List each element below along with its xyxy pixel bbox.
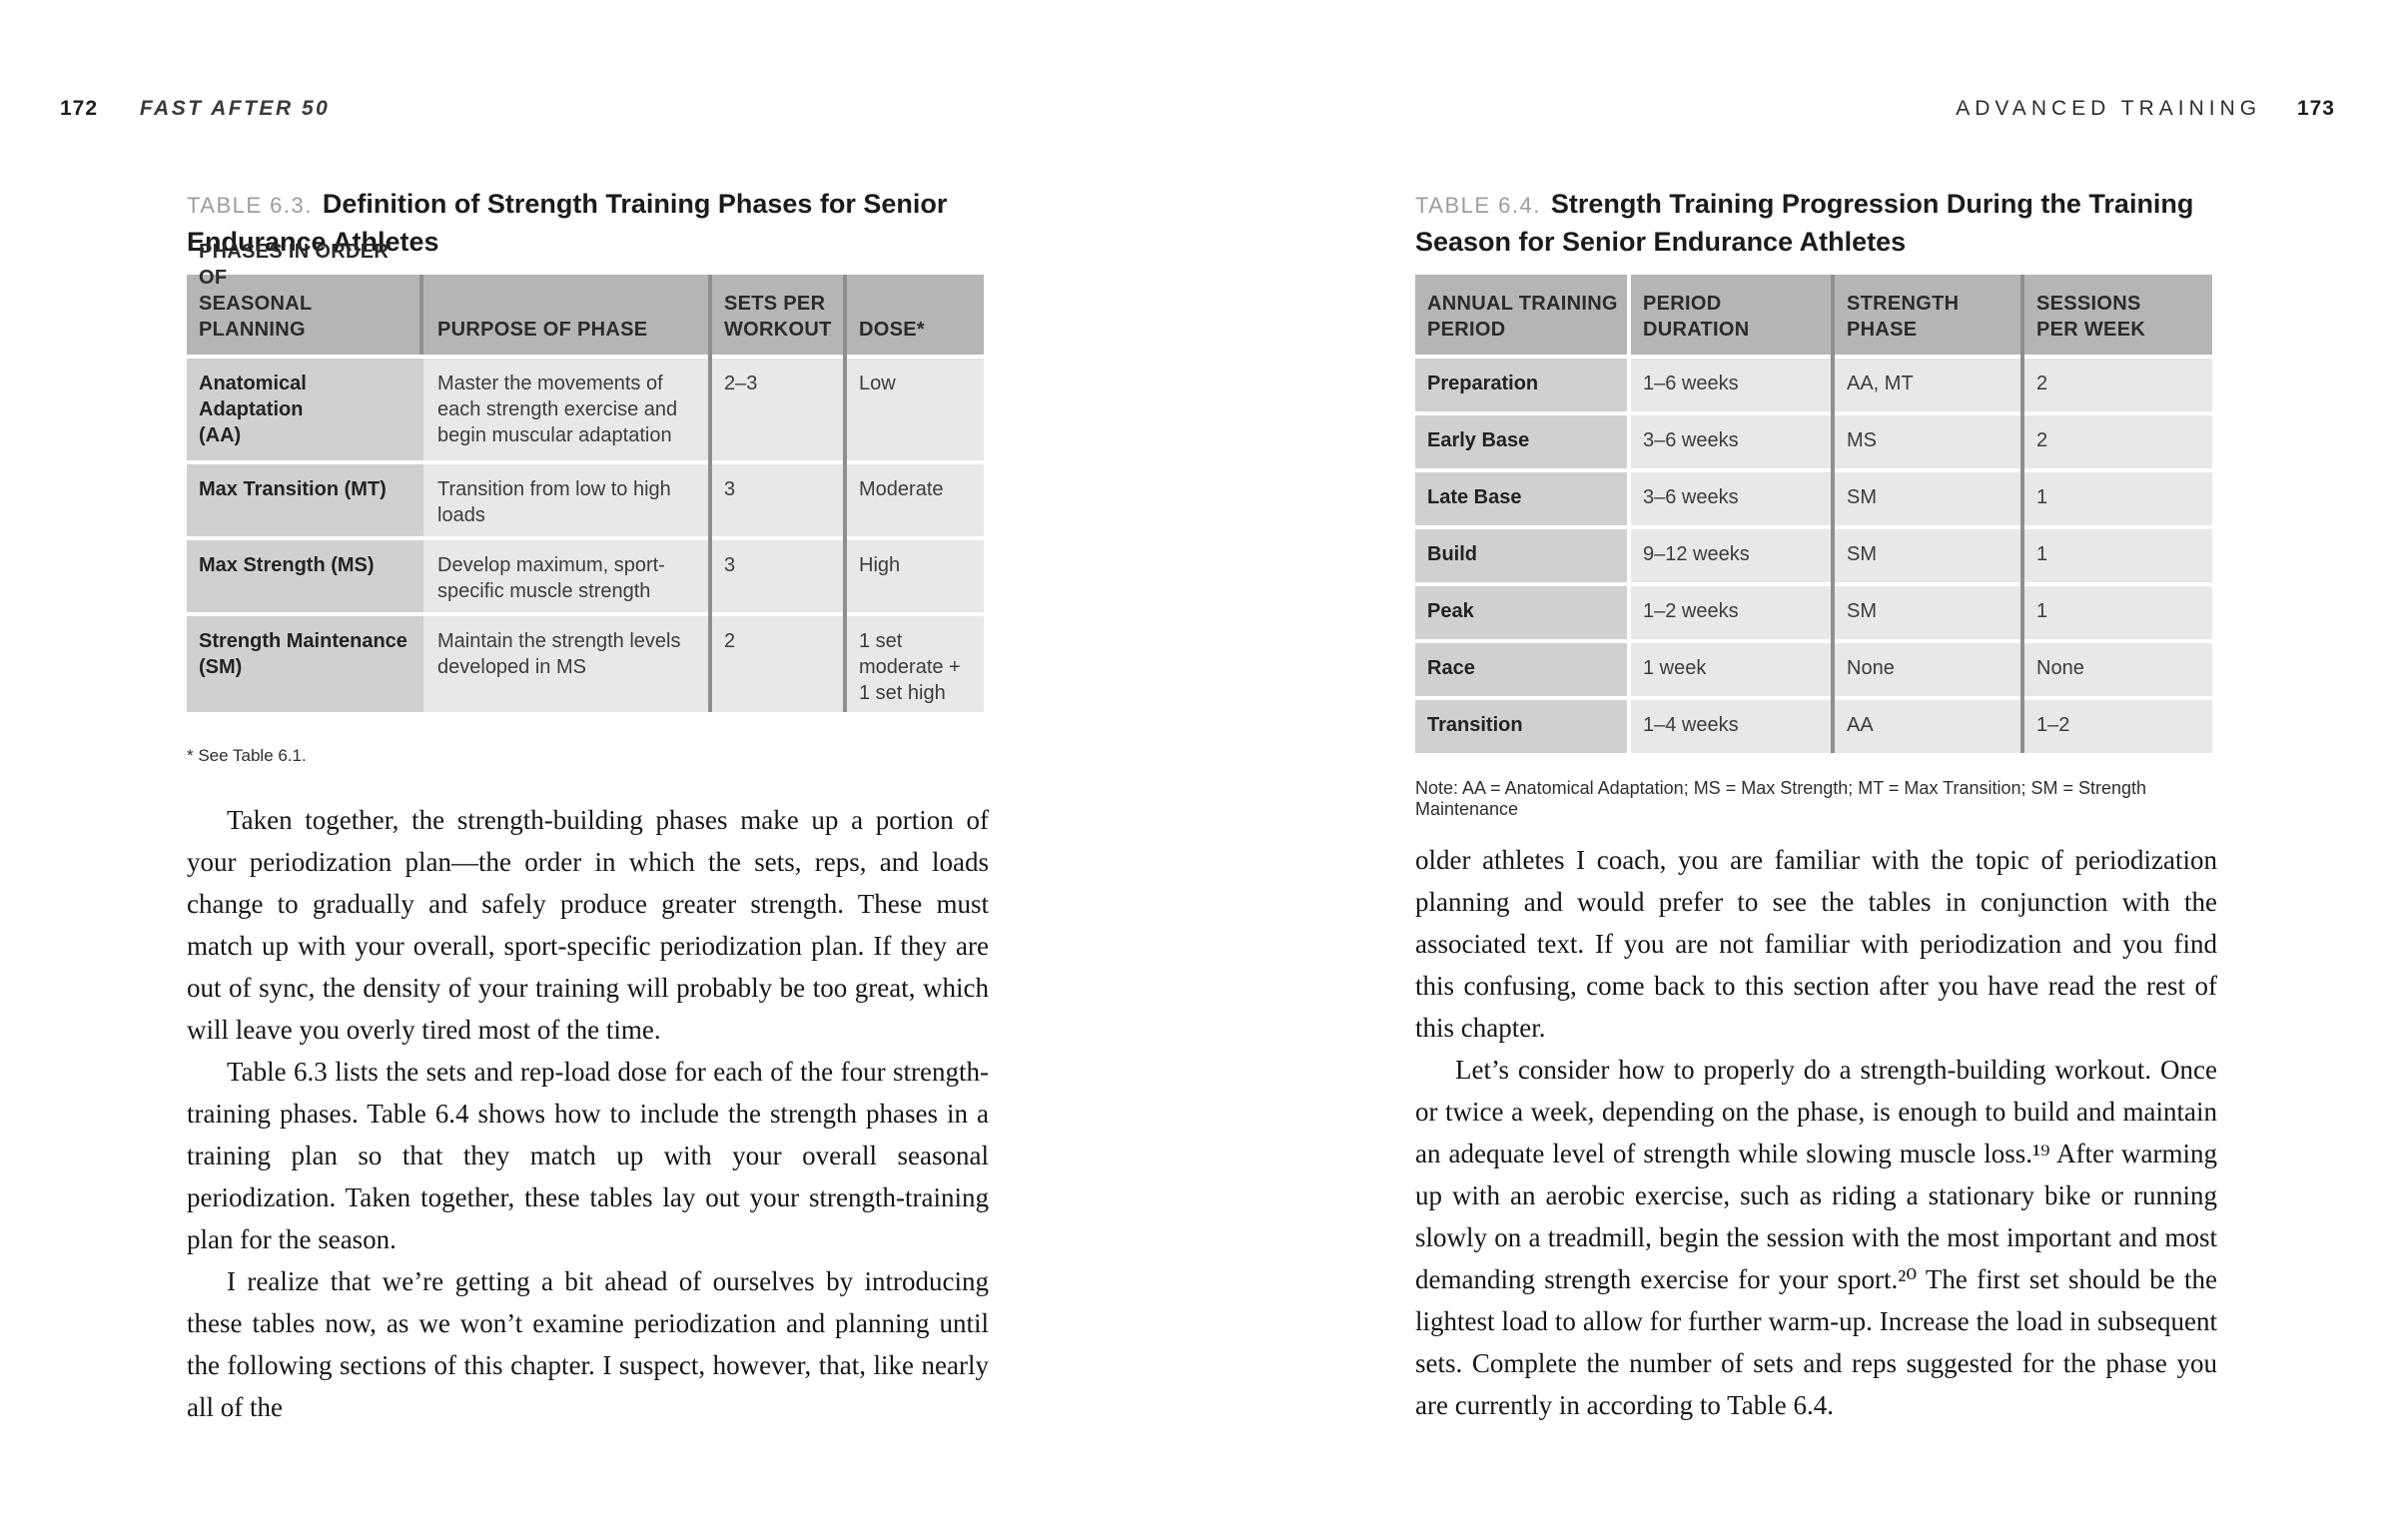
table-cell: SM [1833, 586, 2022, 639]
table-header-cell: SESSIONS PER WEEK [2022, 275, 2212, 355]
table-cell: Transition from low to high loads [423, 464, 710, 536]
table-cell: 3–6 weeks [1629, 415, 1833, 468]
table-cell: None [2022, 643, 2212, 696]
table-6-3-title: TABLE 6.3. Definition of Strength Trainin… [187, 186, 1046, 260]
table-cell: 1 week [1629, 643, 1833, 696]
table-cell: Moderate [845, 464, 984, 536]
table-cell: Low [845, 359, 984, 460]
running-head-right: ADVANCED TRAINING 173 [1956, 97, 2335, 121]
page-number-left: 172 [60, 97, 99, 120]
table-cell: 1–2 [2022, 700, 2212, 753]
table-cell: SM [1833, 472, 2022, 525]
table-6-4: ANNUAL TRAINING PERIOD PERIOD DURATION S… [1415, 275, 2212, 753]
page-number-right: 173 [2296, 97, 2335, 120]
table-cell: 1 [2022, 472, 2212, 525]
table-cell: None [1833, 643, 2022, 696]
running-head-left: 172 FAST AFTER 50 [60, 97, 330, 121]
table-cell: 1–6 weeks [1629, 359, 1833, 411]
right-page-body: older athletes I coach, you are familiar… [1415, 839, 2217, 1426]
table-cell: 2 [710, 616, 845, 712]
left-page-body: Taken together, the strength-building ph… [187, 799, 989, 1428]
table-header-cell: PERIOD DURATION [1629, 275, 1833, 355]
paragraph: Let’s consider how to properly do a stre… [1415, 1055, 2217, 1420]
table-header-cell: ANNUAL TRAINING PERIOD [1415, 275, 1629, 355]
table-cell: Late Base [1415, 472, 1629, 525]
table-cell: Transition [1415, 700, 1629, 753]
table-cell: SM [1833, 529, 2022, 582]
table-cell: 1–4 weeks [1629, 700, 1833, 753]
table-6-3-footnote: * See Table 6.1. [187, 746, 307, 765]
table-header-cell: SETS PER WORKOUT [710, 275, 845, 355]
table-cell: AA [1833, 700, 2022, 753]
table-6-3-title-text: Definition of Strength Training Phases f… [187, 189, 948, 257]
running-title-left: FAST AFTER 50 [139, 97, 331, 120]
table-6-4-title-text: Strength Training Progression During the… [1415, 189, 2194, 257]
table-cell: 3 [710, 464, 845, 536]
table-cell: Early Base [1415, 415, 1629, 468]
table-cell: Peak [1415, 586, 1629, 639]
table-cell: Maintain the strength levels developed i… [423, 616, 710, 712]
table-cell: Max Strength (MS) [187, 540, 423, 612]
table-cell: Develop maximum, sport- specific muscle … [423, 540, 710, 612]
paragraph: Taken together, the strength-building ph… [187, 805, 989, 1045]
table-cell: Max Transition (MT) [187, 464, 423, 536]
table-cell: 1 [2022, 529, 2212, 582]
paragraph: Table 6.3 lists the sets and rep-load do… [187, 1057, 989, 1254]
table-cell: 2–3 [710, 359, 845, 460]
table-cell: High [845, 540, 984, 612]
table-cell: 2 [2022, 415, 2212, 468]
table-cell: Build [1415, 529, 1629, 582]
table-cell: MS [1833, 415, 2022, 468]
table-cell: 1 set moderate + 1 set high [845, 616, 984, 712]
table-header-cell: DOSE* [845, 275, 984, 355]
table-header-cell: PHASES IN ORDER OF SEASONAL PLANNING [187, 241, 423, 355]
table-cell: Anatomical Adaptation (AA) [187, 359, 423, 460]
table-cell: 1–2 weeks [1629, 586, 1833, 639]
table-cell: Race [1415, 643, 1629, 696]
running-title-right: ADVANCED TRAINING [1956, 97, 2262, 120]
table-cell: 3–6 weeks [1629, 472, 1833, 525]
table-6-4-title: TABLE 6.4. Strength Training Progression … [1415, 186, 2274, 260]
table-cell: Preparation [1415, 359, 1629, 411]
table-6-3: PHASES IN ORDER OF SEASONAL PLANNING PUR… [187, 241, 984, 712]
paragraph: older athletes I coach, you are familiar… [1415, 845, 2217, 1043]
table-cell: 3 [710, 540, 845, 612]
paragraph: I realize that we’re getting a bit ahead… [187, 1266, 989, 1422]
table-cell: 1 [2022, 586, 2212, 639]
table-6-3-label: TABLE 6.3. [187, 193, 313, 218]
table-header-cell: STRENGTH PHASE [1833, 275, 2022, 355]
table-cell: 9–12 weeks [1629, 529, 1833, 582]
table-cell: Strength Maintenance (SM) [187, 616, 423, 712]
table-cell: 2 [2022, 359, 2212, 411]
table-6-4-note: Note: AA = Anatomical Adaptation; MS = M… [1415, 778, 2147, 819]
table-header-cell: PURPOSE OF PHASE [423, 275, 710, 355]
table-cell: Master the movements of each strength ex… [423, 359, 710, 460]
table-6-4-label: TABLE 6.4. [1415, 193, 1541, 218]
table-cell: AA, MT [1833, 359, 2022, 411]
